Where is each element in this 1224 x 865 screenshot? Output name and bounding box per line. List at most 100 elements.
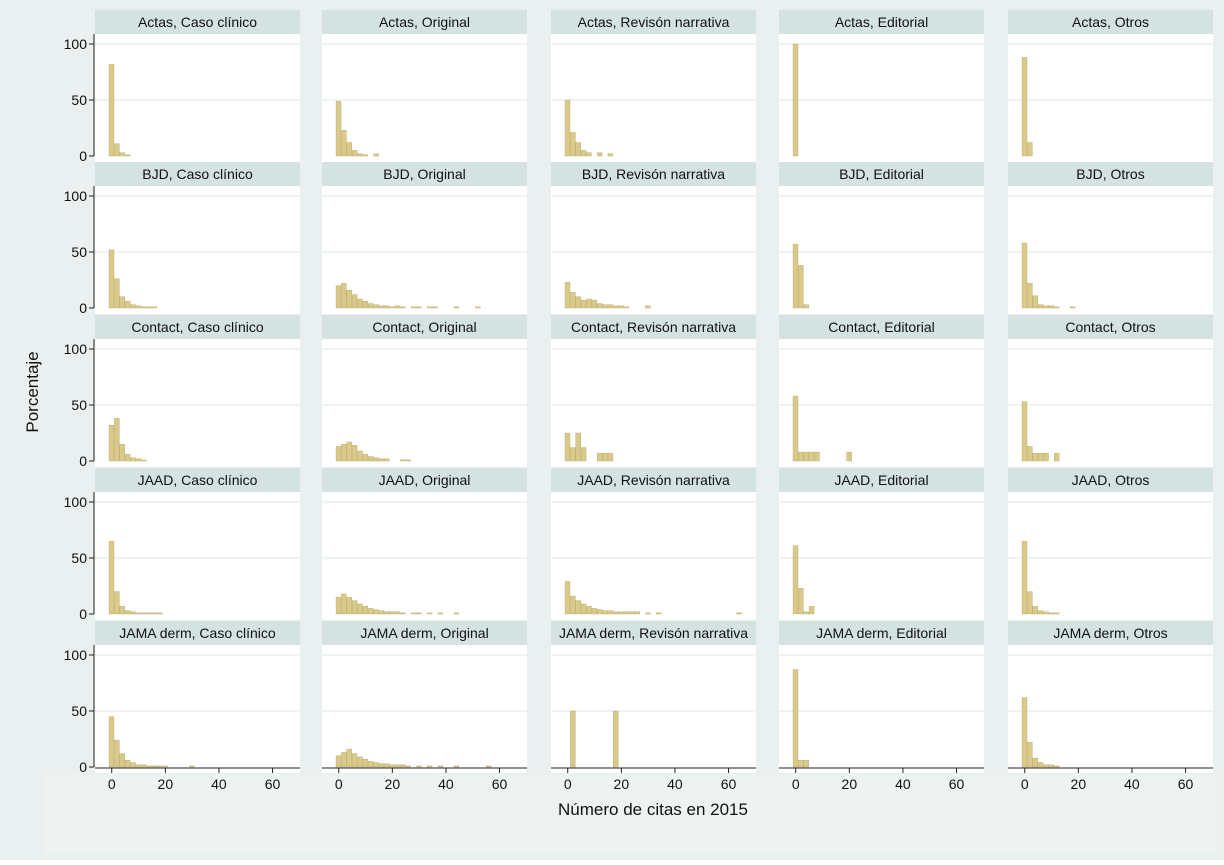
- facet-strip: [779, 468, 984, 492]
- histogram-bar: [792, 243, 799, 309]
- facet-strip: [779, 10, 984, 34]
- histogram-bar: [792, 545, 799, 615]
- histogram-bar: [564, 282, 571, 309]
- histogram-bar: [1032, 452, 1038, 462]
- histogram-bar: [808, 605, 815, 615]
- y-tick-label: 50: [71, 92, 87, 108]
- histogram-bar: [597, 303, 603, 309]
- y-tick-label: 50: [71, 244, 87, 260]
- y-tick-label: 100: [64, 341, 88, 357]
- facet-title: Actas, Original: [379, 14, 470, 30]
- x-tick-label: 20: [1071, 776, 1087, 792]
- facet-title: Contact, Caso clínico: [131, 319, 263, 335]
- histogram-bar: [357, 756, 363, 768]
- histogram-bar: [634, 611, 640, 615]
- histogram-bar: [108, 541, 115, 615]
- histogram-bar: [416, 306, 422, 309]
- histogram-bar: [389, 764, 395, 768]
- facet-title: BJD, Original: [383, 166, 465, 182]
- x-tick-label: 0: [564, 776, 572, 792]
- histogram-bar: [564, 99, 571, 157]
- histogram-bar: [146, 765, 152, 768]
- x-tick-label: 20: [385, 776, 401, 792]
- histogram-bar: [151, 612, 158, 615]
- histogram-bar: [426, 306, 433, 309]
- histogram-bar: [1021, 57, 1028, 157]
- histogram-bar: [405, 765, 411, 768]
- histogram-bar: [378, 458, 385, 462]
- histogram-bar: [607, 610, 614, 615]
- histogram-bar: [580, 447, 587, 462]
- histogram-bar: [597, 152, 603, 157]
- histogram-bar: [586, 298, 592, 309]
- histogram-bar: [384, 305, 390, 309]
- y-tick-label: 100: [64, 494, 88, 510]
- histogram-bar: [373, 609, 379, 615]
- histogram-bar: [151, 765, 158, 768]
- histogram-bar: [591, 608, 598, 615]
- panel-contact-otros: Contact, Otros: [1008, 315, 1213, 467]
- histogram-bar: [114, 739, 120, 768]
- histogram-bar: [591, 299, 598, 309]
- panel-jama-derm-original: JAMA derm, Original 0 20 40 60: [322, 621, 527, 792]
- histogram-bar: [814, 451, 820, 462]
- histogram-bar: [384, 763, 390, 768]
- facet-title: BJD, Otros: [1076, 166, 1144, 182]
- histogram-bar: [1043, 452, 1049, 462]
- histogram-bar: [1027, 742, 1033, 768]
- histogram-bar: [586, 152, 592, 157]
- histogram-bar: [803, 304, 809, 309]
- histogram-bar: [341, 752, 347, 768]
- facet-strip: [551, 10, 756, 34]
- histogram-bar: [1021, 242, 1028, 309]
- facet-strip: [1008, 10, 1213, 34]
- facet-strip: [1008, 315, 1213, 339]
- histogram-bar: [846, 451, 852, 462]
- histogram-bar: [798, 760, 804, 768]
- histogram-bar: [346, 289, 352, 309]
- panel-contact-caso-clinico: Contact, Caso clínico 0 50 100: [64, 315, 300, 469]
- facet-strip: [551, 162, 756, 186]
- y-tick-label: 0: [79, 148, 87, 164]
- histogram-bar: [362, 454, 369, 462]
- histogram-bar: [124, 760, 131, 768]
- facet-strip: [322, 621, 527, 645]
- histogram-bar: [1043, 305, 1049, 309]
- histogram-bar: [623, 611, 630, 615]
- histogram-bar: [798, 588, 804, 615]
- histogram-bar: [119, 296, 125, 309]
- facet-strip: [551, 315, 756, 339]
- histogram-bar: [108, 249, 115, 309]
- histogram-bar: [346, 142, 352, 157]
- histogram-bar: [119, 152, 125, 157]
- plot-area: [1008, 492, 1213, 620]
- histogram-bar: [400, 459, 406, 462]
- histogram-bar: [586, 605, 592, 615]
- histogram-bar: [475, 306, 481, 309]
- histogram-bar: [335, 285, 342, 309]
- histogram-bar: [189, 765, 195, 768]
- histogram-bar: [351, 600, 358, 615]
- histogram-bar: [119, 605, 125, 615]
- histogram-bar: [384, 611, 390, 615]
- histogram-bar: [346, 441, 352, 462]
- facet-strip: [95, 162, 300, 186]
- plot-area: [95, 186, 300, 314]
- histogram-bar: [655, 612, 662, 615]
- histogram-bar: [141, 459, 147, 462]
- plot-area: [551, 186, 756, 314]
- histogram-bar: [426, 612, 433, 615]
- x-tick-label: 40: [211, 776, 227, 792]
- facet-title: Actas, Otros: [1072, 14, 1149, 30]
- plot-area: [95, 339, 300, 467]
- histogram-bar: [1043, 764, 1049, 768]
- facet-title: JAMA derm, Original: [360, 625, 488, 641]
- facet-title: JAMA derm, Caso clínico: [119, 625, 276, 641]
- x-tick-label: 20: [842, 776, 858, 792]
- panel-jama-derm-caso-clinico: JAMA derm, Caso clínico 0 50 100 0 20 40 60: [64, 621, 300, 792]
- histogram-bar: [119, 753, 125, 768]
- histogram-bar: [1054, 306, 1060, 309]
- plot-area: [779, 339, 984, 467]
- histogram-bar: [580, 150, 587, 157]
